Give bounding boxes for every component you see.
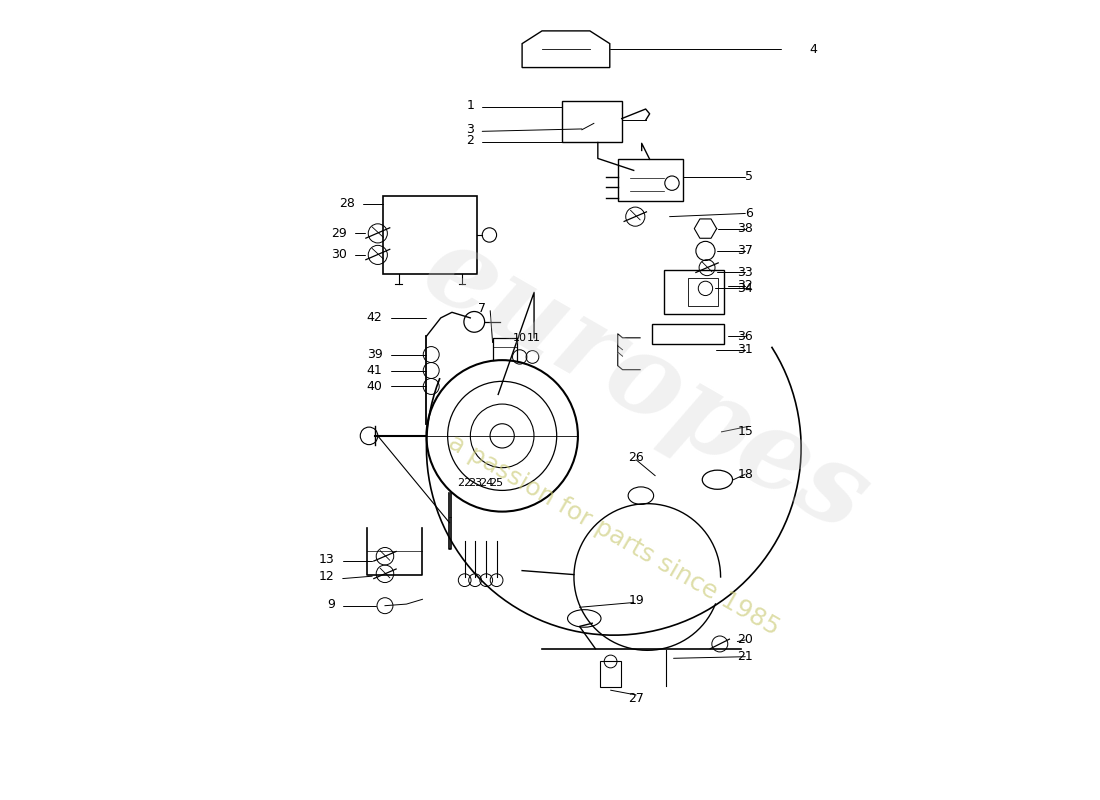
Bar (562, 101, 622, 142)
Text: 39: 39 (366, 348, 383, 361)
Text: 12: 12 (319, 570, 334, 583)
Text: 10: 10 (513, 333, 527, 342)
Bar (618, 159, 683, 201)
Text: 26: 26 (628, 451, 643, 464)
Text: 7: 7 (478, 302, 486, 315)
Text: 37: 37 (737, 245, 754, 258)
Text: 32: 32 (737, 279, 754, 293)
Text: 25: 25 (490, 478, 504, 488)
Text: a passion for parts since 1985: a passion for parts since 1985 (444, 430, 783, 641)
Text: 33: 33 (737, 266, 754, 279)
Bar (601, 662, 621, 687)
Text: 11: 11 (527, 333, 541, 342)
Text: 36: 36 (737, 330, 754, 342)
Text: 31: 31 (737, 343, 754, 356)
Text: 34: 34 (737, 282, 754, 295)
Text: 23: 23 (468, 478, 482, 488)
Text: 2: 2 (466, 134, 474, 147)
Text: 29: 29 (331, 227, 346, 240)
Text: 22: 22 (458, 478, 472, 488)
Text: 41: 41 (366, 364, 383, 377)
Text: 21: 21 (737, 650, 754, 663)
Text: 24: 24 (480, 478, 493, 488)
Text: 42: 42 (366, 311, 383, 324)
Text: 15: 15 (737, 426, 754, 438)
Text: 28: 28 (339, 198, 354, 210)
Bar (383, 196, 476, 274)
Text: 4: 4 (810, 42, 817, 56)
Text: europes: europes (405, 214, 887, 554)
Text: 6: 6 (746, 207, 754, 220)
Text: 19: 19 (628, 594, 643, 607)
Text: 40: 40 (366, 380, 383, 393)
Text: 5: 5 (746, 170, 754, 183)
Text: 20: 20 (737, 634, 754, 646)
Bar (652, 324, 724, 344)
Text: 13: 13 (319, 553, 334, 566)
Text: 1: 1 (466, 98, 474, 111)
Text: 18: 18 (737, 468, 754, 481)
Text: 27: 27 (628, 692, 643, 705)
Bar (688, 278, 718, 306)
Text: 3: 3 (466, 123, 474, 136)
Bar (664, 270, 724, 314)
Text: 30: 30 (331, 249, 346, 262)
Text: 38: 38 (737, 222, 754, 235)
Text: 9: 9 (327, 598, 334, 610)
